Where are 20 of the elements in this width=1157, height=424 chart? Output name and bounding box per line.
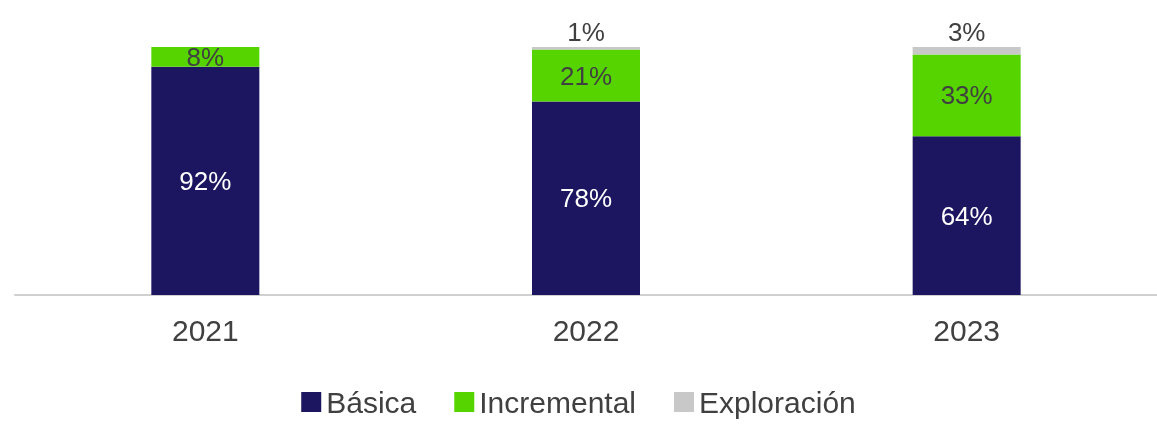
data-label: 1% <box>567 17 605 47</box>
x-tick-label: 2023 <box>933 313 1001 347</box>
legend-label: Básica <box>326 385 417 419</box>
data-label: 92% <box>179 165 232 196</box>
bar <box>912 54 1021 137</box>
bar <box>532 101 640 295</box>
bar <box>912 47 1021 55</box>
legend-label: Exploración <box>699 385 856 419</box>
data-label: 78% <box>559 183 613 214</box>
legend-label: Incremental <box>479 385 637 419</box>
bar <box>151 66 260 295</box>
data-label: 21% <box>559 60 613 91</box>
data-label: 8% <box>186 41 225 72</box>
bar <box>532 49 640 102</box>
x-tick-label: 2022 <box>552 313 620 347</box>
data-label: 33% <box>940 80 993 111</box>
x-tick-label: 2021 <box>171 313 239 347</box>
data-label: 64% <box>940 200 993 231</box>
data-label: 3% <box>947 17 986 47</box>
bar <box>912 136 1021 295</box>
